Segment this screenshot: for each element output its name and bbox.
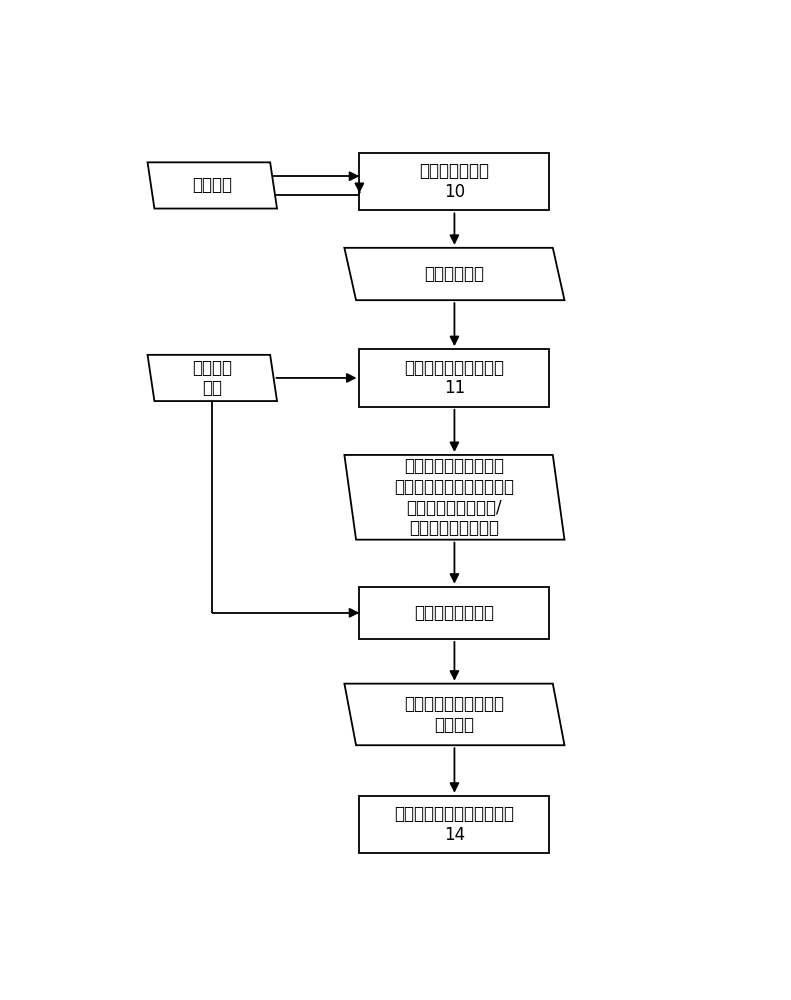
Text: 分项电耗
数据: 分项电耗 数据 — [192, 359, 233, 397]
Text: 与日类型种类表对应的
不含有空调系统末端设备能
耗的照明插座分项和/
或动力分项能耗数据: 与日类型种类表对应的 不含有空调系统末端设备能 耗的照明插座分项和/ 或动力分项… — [395, 457, 514, 538]
Bar — [359, 796, 550, 853]
Text: 分项能耗数据计算单元
11: 分项能耗数据计算单元 11 — [404, 359, 505, 397]
Polygon shape — [344, 248, 565, 300]
Text: 末端设备能耗拆分输出单元
14: 末端设备能耗拆分输出单元 14 — [395, 805, 514, 844]
Bar — [359, 349, 550, 407]
Text: 日类型种类表: 日类型种类表 — [425, 265, 484, 283]
Text: 混合能耗拆分单元: 混合能耗拆分单元 — [414, 604, 494, 622]
Text: 空调系统末端设备能耗
拆分结果: 空调系统末端设备能耗 拆分结果 — [404, 695, 505, 734]
Bar — [359, 587, 550, 639]
Text: 建筑类型: 建筑类型 — [192, 176, 233, 194]
Polygon shape — [344, 684, 565, 745]
Text: 日类型分类单元
10: 日类型分类单元 10 — [419, 162, 490, 201]
Bar — [359, 153, 550, 210]
Polygon shape — [148, 162, 277, 209]
Polygon shape — [148, 355, 277, 401]
Polygon shape — [344, 455, 565, 540]
